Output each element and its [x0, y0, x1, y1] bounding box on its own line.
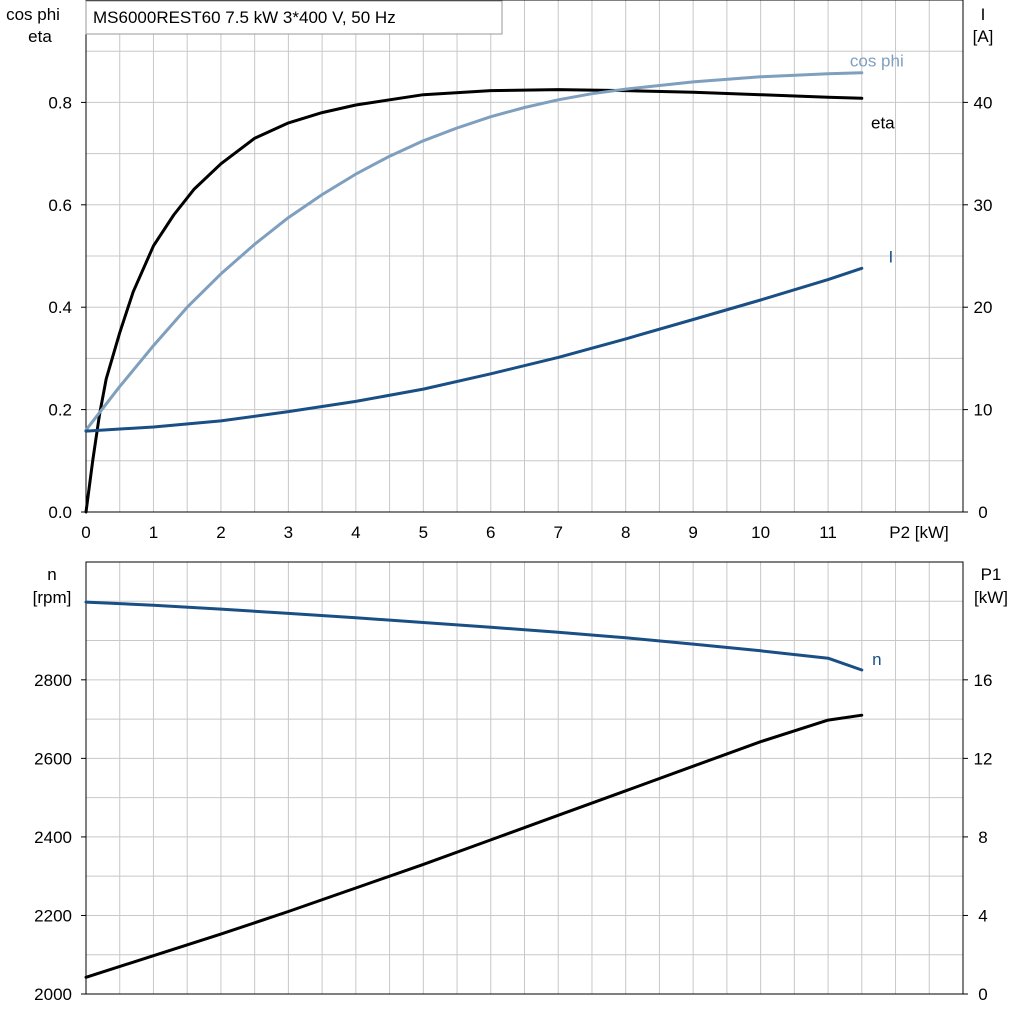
series-line-p1 — [84, 713, 864, 979]
bottom-series-group: n — [84, 600, 882, 979]
left-tick-label: 2800 — [34, 671, 72, 690]
top-left-axis-title-line1: cos phi — [6, 5, 60, 24]
left-tick-label: 2000 — [34, 985, 72, 1004]
x-tick-label: 4 — [351, 523, 360, 542]
x-tick-label: 3 — [284, 523, 293, 542]
right-tick-label: 0 — [978, 985, 987, 1004]
top-tick-labels: 0.0 0.2 0.4 0.6 0.8 0 10 20 30 40 0 1 2 3 4 5 6 7 8 9 10 11 — [48, 93, 992, 542]
top-plot-frame — [85, 0, 964, 513]
left-tick-label: 2200 — [34, 906, 72, 925]
right-tick-label: 10 — [974, 401, 993, 420]
bottom-right-axis-title-line2: [kW] — [974, 588, 1008, 607]
right-tick-label: 16 — [974, 671, 993, 690]
x-tick-label: 1 — [149, 523, 158, 542]
series-label-cos-phi: cos phi — [850, 52, 904, 71]
x-tick-label: 6 — [486, 523, 495, 542]
left-tick-label: 0.4 — [48, 298, 72, 317]
x-tick-label: 7 — [553, 523, 562, 542]
left-tick-label: 2600 — [34, 749, 72, 768]
top-right-axis-title-line1: I — [981, 5, 986, 24]
right-tick-label: 30 — [974, 196, 993, 215]
x-tick-label: 8 — [621, 523, 630, 542]
top-right-axis-title-line2: [A] — [973, 27, 994, 46]
left-tick-label: 2400 — [34, 828, 72, 847]
series-line-eta — [84, 88, 864, 514]
right-tick-label: 0 — [978, 503, 987, 522]
series-label-eta: eta — [871, 113, 895, 132]
left-tick-label: 0.2 — [48, 401, 72, 420]
bottom-plot-frame — [85, 561, 964, 995]
series-line-n — [84, 600, 864, 672]
x-tick-label: 0 — [81, 523, 90, 542]
top-x-axis-title: P2 [kW] — [889, 523, 949, 542]
left-tick-label: 0.6 — [48, 196, 72, 215]
right-tick-label: 4 — [978, 906, 987, 925]
top-series-group: eta cos phi I — [84, 52, 904, 514]
series-label-n: n — [872, 650, 881, 669]
right-tick-label: 12 — [974, 749, 993, 768]
top-gridlines — [86, 0, 963, 512]
chart-title-box — [85, 0, 503, 35]
x-tick-label: 11 — [819, 523, 837, 542]
x-tick-label: 10 — [751, 523, 770, 542]
series-label-i: I — [888, 247, 893, 266]
left-tick-label: 0.8 — [48, 93, 72, 112]
series-line-cos-phi — [84, 71, 864, 432]
bottom-left-axis-title-line2: [rpm] — [33, 588, 72, 607]
x-tick-label: 9 — [688, 523, 697, 542]
bottom-left-axis-title-line1: n — [47, 565, 56, 584]
left-tick-label: 0.0 — [48, 503, 72, 522]
right-tick-label: 20 — [974, 298, 993, 317]
bottom-right-axis-title-line1: P1 — [981, 565, 1002, 584]
bottom-tick-labels: 2000 2200 2400 2600 2800 0 4 8 12 16 — [34, 671, 992, 1004]
right-tick-label: 8 — [978, 828, 987, 847]
top-left-axis-title-line2: eta — [28, 27, 52, 46]
bottom-gridlines — [86, 562, 963, 994]
right-tick-label: 40 — [974, 93, 993, 112]
x-tick-label: 2 — [216, 523, 225, 542]
chart-title: MS6000REST60 7.5 kW 3*400 V, 50 Hz — [93, 8, 396, 27]
x-tick-label: 5 — [419, 523, 428, 542]
series-line-i — [84, 266, 864, 433]
